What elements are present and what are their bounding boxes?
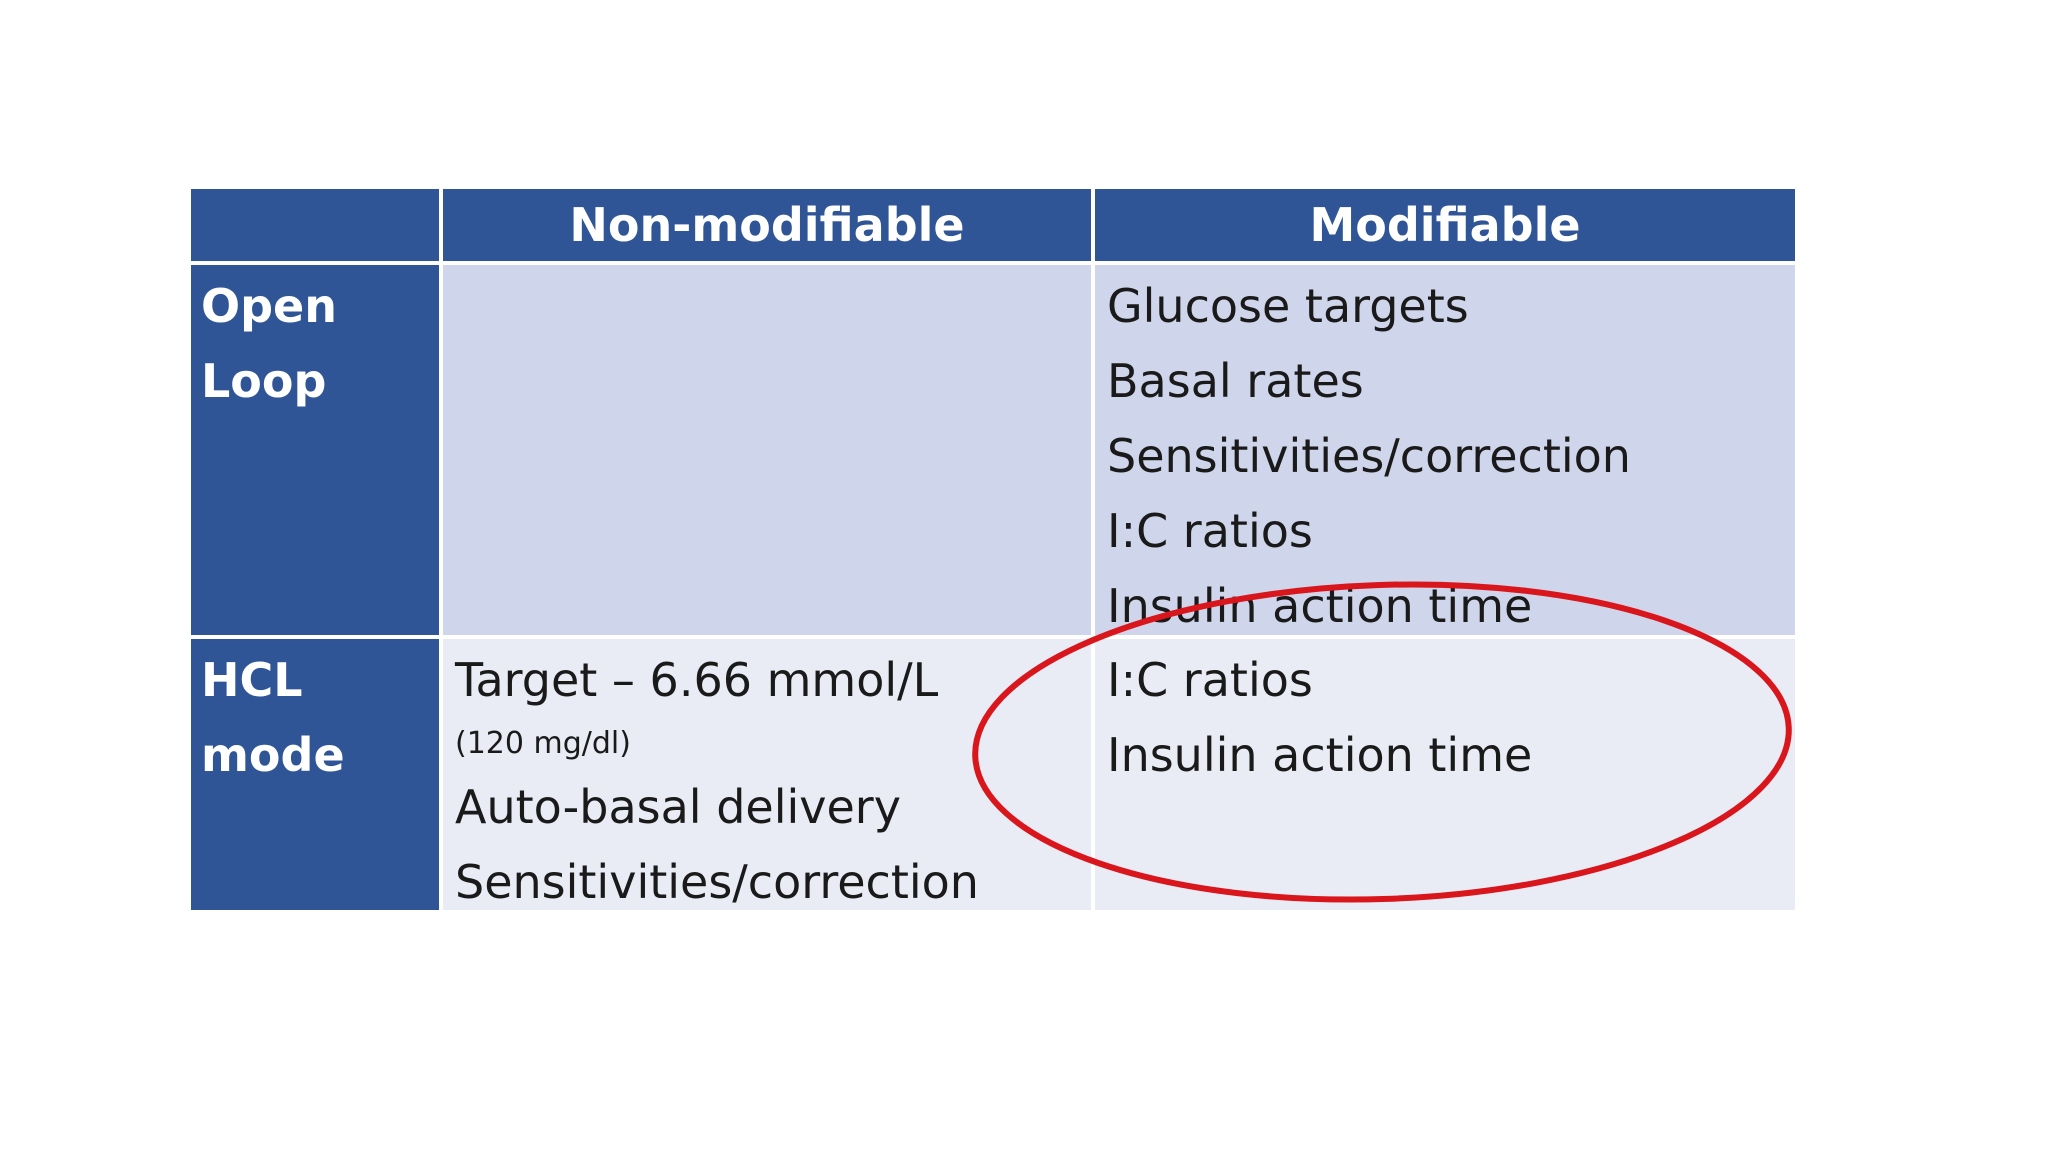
row-label-line: HCL xyxy=(201,653,303,707)
comparison-table: Non-modifiable Modifiable Open Loop Gluc… xyxy=(191,189,1795,910)
header-non-modifiable: Non-modifiable xyxy=(443,189,1091,261)
row-label-line: mode xyxy=(201,728,345,782)
list-item: Sensitivities/correction xyxy=(1107,429,1631,483)
list-item: Insulin action time xyxy=(1107,728,1533,782)
list-item: Glucose targets xyxy=(1107,279,1469,333)
target-value: Target – 6.66 mmol/L xyxy=(455,653,939,707)
row-label-line: Open xyxy=(201,279,337,333)
row-label-hcl-mode: HCL mode xyxy=(191,639,439,910)
header-modifiable: Modifiable xyxy=(1095,189,1795,261)
list-item: I:C ratios xyxy=(1107,504,1313,558)
target-note: (120 mg/dl) xyxy=(455,726,631,761)
hcl-modifiable-cell: I:C ratios Insulin action time xyxy=(1095,639,1795,910)
open-loop-non-modifiable-cell xyxy=(443,265,1091,635)
row-label-open-loop: Open Loop xyxy=(191,265,439,635)
hcl-non-modifiable-cell: Target – 6.66 mmol/L (120 mg/dl) Auto-ba… xyxy=(443,639,1091,910)
list-item: Auto-basal delivery xyxy=(455,780,901,834)
header-corner-cell xyxy=(191,189,439,261)
list-item: Sensitivities/correction xyxy=(455,855,979,909)
list-item: I:C ratios xyxy=(1107,653,1313,707)
open-loop-modifiable-cell: Glucose targets Basal rates Sensitivitie… xyxy=(1095,265,1795,635)
row-label-line: Loop xyxy=(201,354,327,408)
list-item: Insulin action time xyxy=(1107,579,1533,633)
list-item: Basal rates xyxy=(1107,354,1364,408)
